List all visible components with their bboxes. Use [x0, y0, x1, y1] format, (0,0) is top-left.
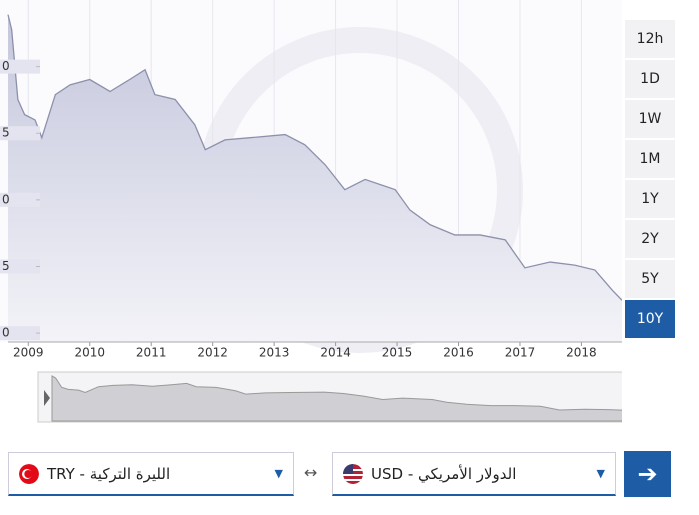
range-button[interactable]: 10Y: [625, 300, 675, 338]
navigator-area: [51, 375, 622, 422]
line: [7, 14, 622, 301]
x-tick-label: 2015: [382, 346, 413, 360]
x-tick-label: 2014: [320, 346, 351, 360]
x-tick-label: 2010: [74, 346, 105, 360]
flag-tr: [19, 463, 39, 484]
flag-us: [343, 463, 363, 484]
range-button[interactable]: 5Y: [625, 260, 675, 298]
caret: ▼: [274, 467, 283, 480]
navigator-handle: [44, 390, 50, 406]
y-tick-label: 0: [2, 59, 10, 73]
range-button[interactable]: 1D: [625, 60, 675, 98]
range-button[interactable]: 1W: [625, 100, 675, 138]
to-select[interactable]: USD - الدولار الأمريكي ▼: [332, 452, 616, 496]
y-label-bg: [0, 192, 40, 207]
range-button[interactable]: 2Y: [625, 220, 675, 258]
y-tick-label: 0: [2, 192, 10, 206]
chart: 2009 2010 2011 2012 2013 2014 2015 2016 2017 2018…: [0, 0, 622, 423]
x-tick-label: 2012: [197, 346, 228, 360]
y-label-bg: [0, 126, 40, 141]
y-label-bg: [0, 259, 40, 274]
x-tick-label: 2018: [566, 346, 597, 360]
x-tick-label: 2011: [136, 346, 167, 360]
x-tick-label: 2013: [259, 346, 290, 360]
y-tick-label: 5: [2, 259, 10, 273]
y-label-bg: [0, 59, 40, 74]
y-tick-label: 0: [2, 326, 10, 340]
from-select[interactable]: TRY - الليرة التركية ▼: [8, 452, 294, 496]
from-label: TRY - الليرة التركية: [47, 464, 171, 483]
x-tick-label: 2017: [505, 346, 536, 360]
y-label-bg: [0, 326, 40, 341]
to-label: USD - الدولار الأمريكي: [371, 464, 517, 483]
range-button[interactable]: 1Y: [625, 180, 675, 218]
caret: ▼: [596, 467, 605, 480]
convert-button[interactable]: ➔: [624, 451, 671, 497]
y-tick-label: 5: [2, 126, 10, 140]
range-button[interactable]: 12h: [625, 20, 675, 58]
x-tick-label: 2009: [13, 346, 44, 360]
swap-icon[interactable]: ↔: [304, 463, 318, 482]
x-tick-label: 2016: [443, 346, 474, 360]
range-button[interactable]: 1M: [625, 140, 675, 178]
